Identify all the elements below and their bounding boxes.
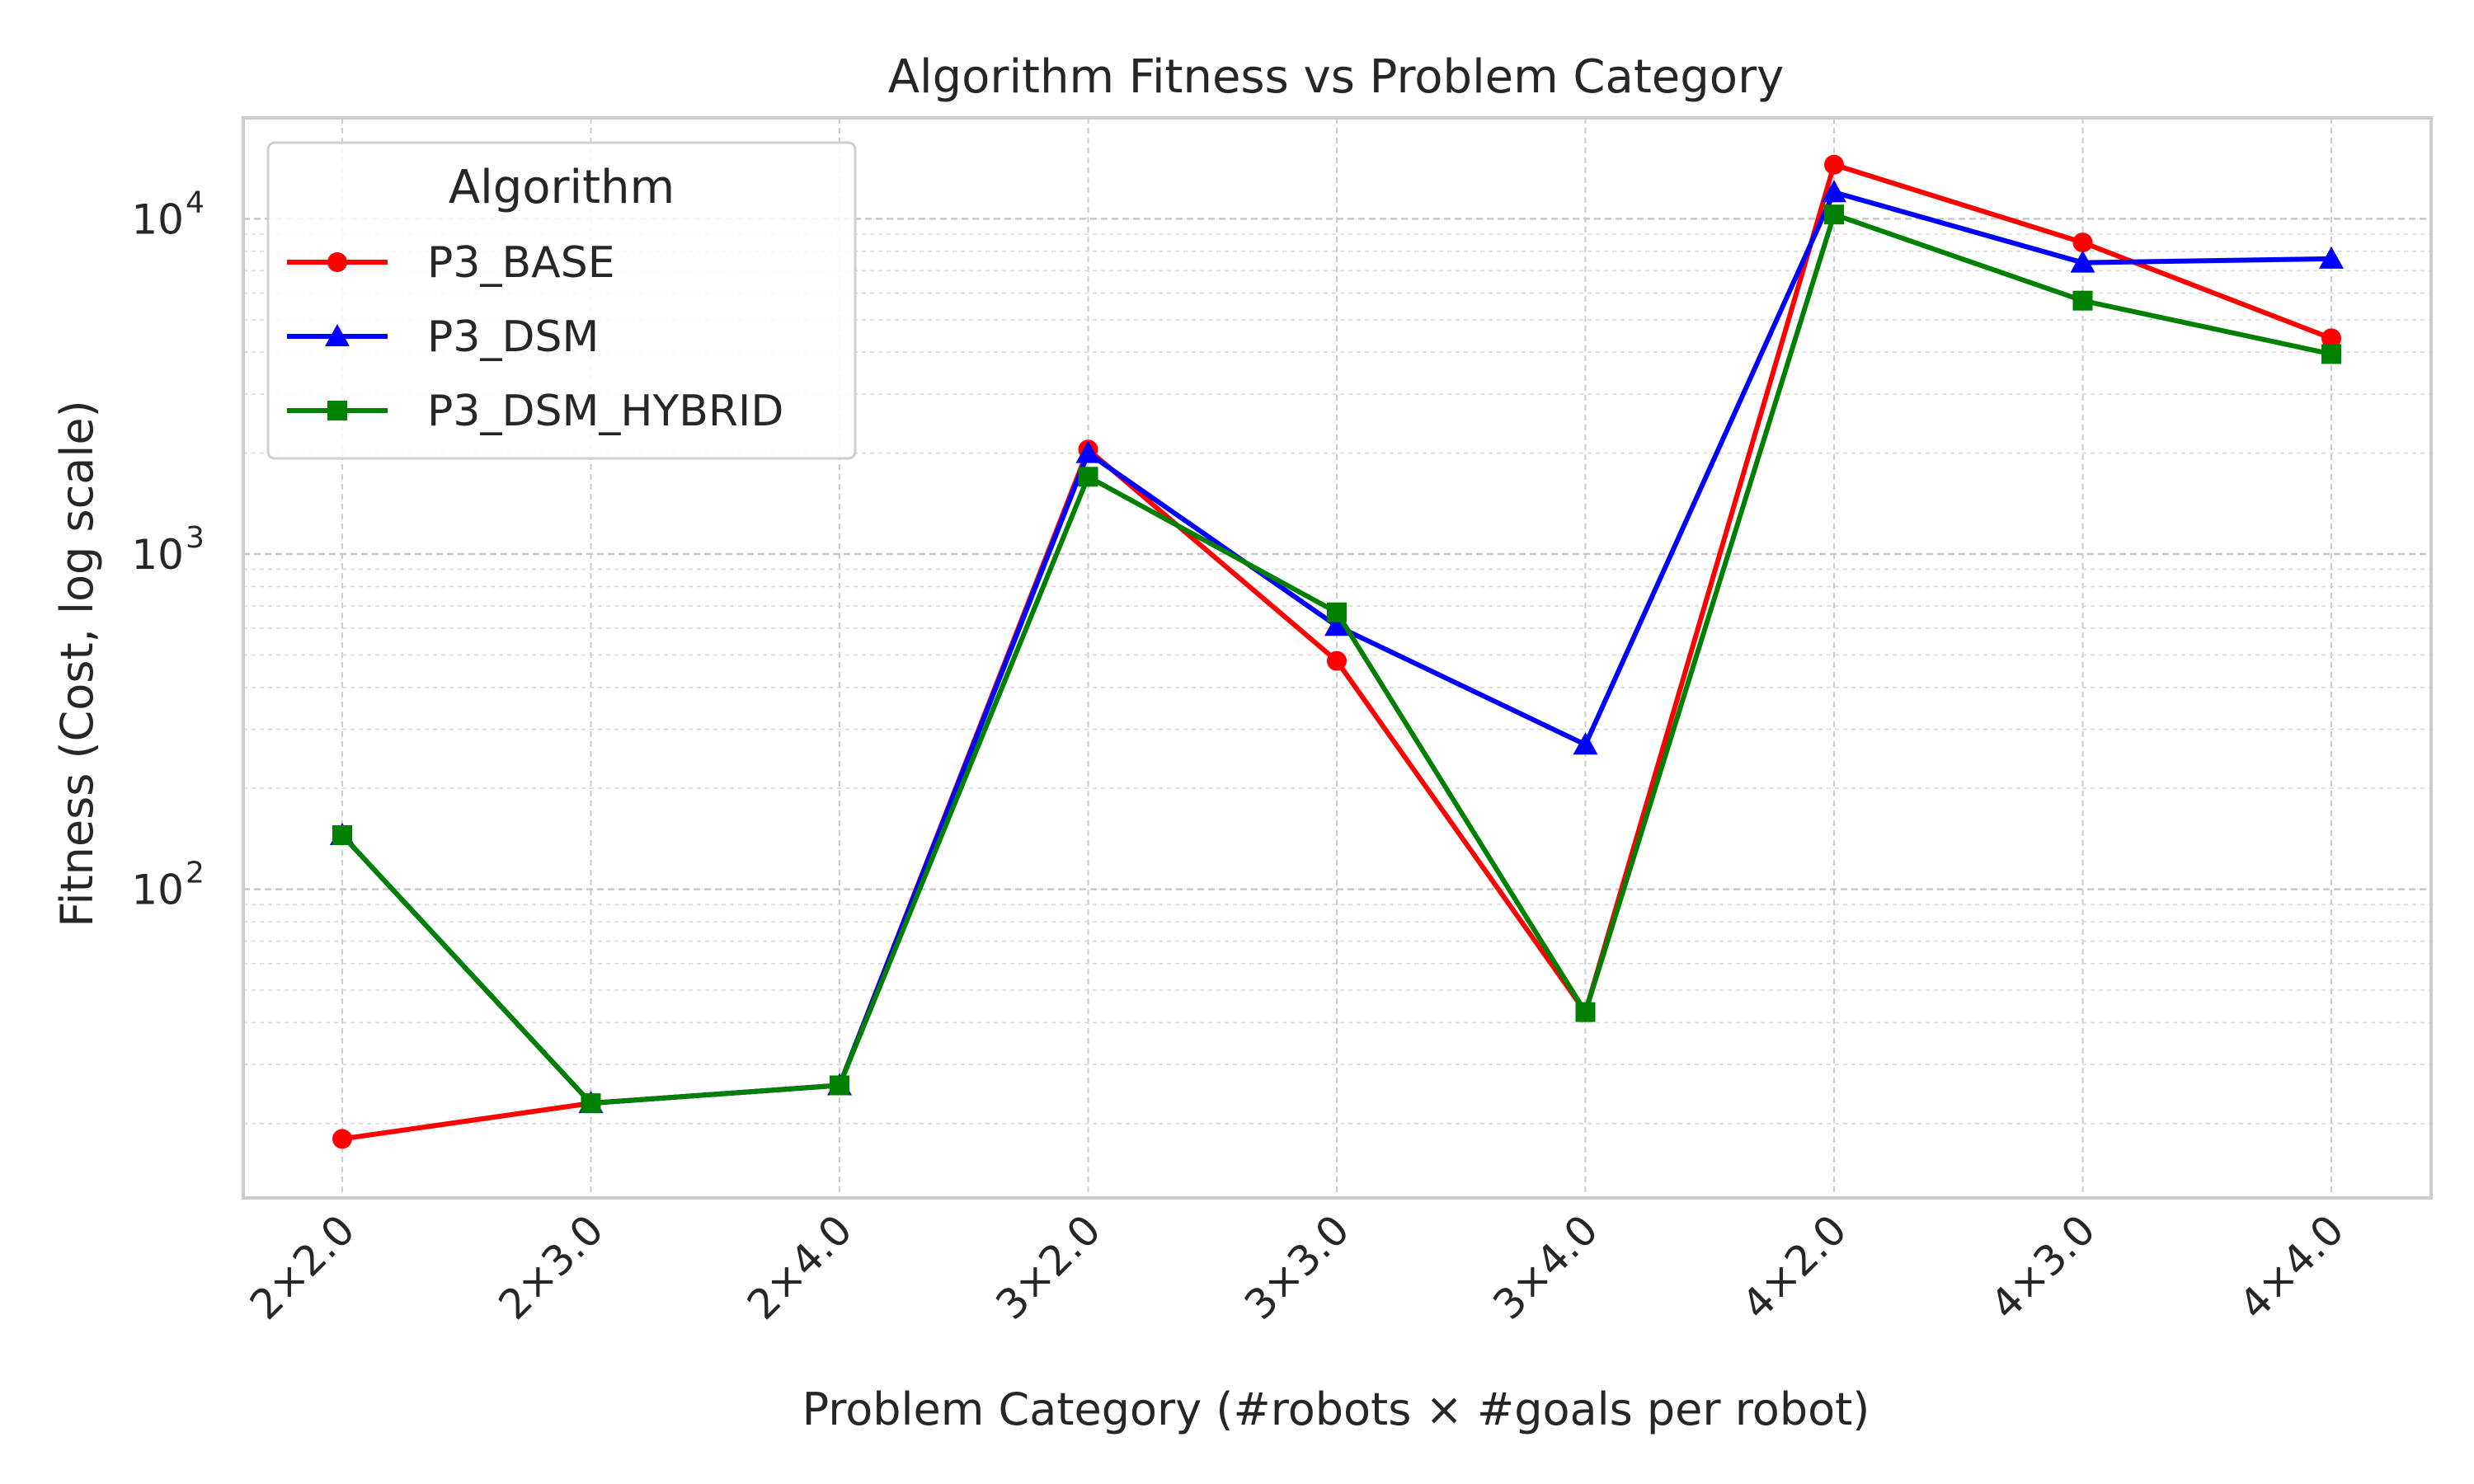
legend-entry: P3_BASE (287, 238, 615, 288)
chart-title: Algorithm Fitness vs Problem Category (888, 50, 1784, 104)
y-axis-label: Fitness (Cost, log scale) (51, 400, 103, 927)
legend-entry: P3_DSM_HYBRID (287, 387, 783, 436)
data-point (1078, 467, 1098, 487)
y-tick-label: 10 4 (131, 186, 205, 243)
legend: Algorithm P3_BASE P3_DSM P3_DSM_HYBRID (266, 141, 857, 460)
legend-marker (327, 401, 347, 420)
y-tick-exponent: 3 (186, 521, 205, 555)
data-point (1327, 602, 1347, 622)
legend-marker (325, 324, 350, 346)
data-point (1573, 732, 1598, 755)
y-tick-exponent: 4 (186, 186, 205, 219)
data-point (581, 1093, 601, 1114)
data-point (332, 1129, 352, 1149)
legend-label: P3_DSM (427, 312, 599, 362)
x-tick-label: 4×4.0 (2230, 1205, 2353, 1328)
legend-marker (327, 252, 347, 272)
data-point (1824, 154, 1844, 175)
y-tick-base: 10 (131, 195, 184, 243)
data-point (2072, 290, 2093, 311)
x-tick-label: 2×3.0 (490, 1205, 613, 1328)
data-point (1575, 1002, 1596, 1022)
data-point (332, 824, 352, 845)
y-tick-base: 10 (131, 531, 184, 579)
data-point (1822, 180, 1846, 203)
x-tick-label: 4×3.0 (1982, 1205, 2105, 1328)
data-point (2072, 232, 2093, 253)
plot-area-frame (242, 116, 2433, 1200)
x-axis-label: Problem Category (#robots × #goals per r… (802, 1383, 1870, 1435)
y-tick-exponent: 2 (186, 857, 205, 890)
x-tick-label: 2×4.0 (738, 1205, 861, 1328)
x-axis-ticks: 2×2.0 2×3.0 2×4.0 3×2.0 3×3.0 3×4.0 4×2.0 4×3.0… (241, 1205, 2353, 1328)
x-tick-label: 4×2.0 (1733, 1205, 1856, 1328)
x-tick-label: 3×4.0 (1484, 1205, 1607, 1328)
legend-entry: P3_DSM (287, 312, 599, 362)
data-point (1824, 204, 1844, 225)
data-point (1075, 440, 1101, 463)
y-tick-label: 10 2 (131, 857, 205, 914)
data-point (2070, 250, 2095, 273)
x-tick-label: 3×2.0 (987, 1205, 1110, 1328)
y-tick-label: 10 3 (131, 521, 205, 579)
x-tick-label: 2×2.0 (241, 1205, 364, 1328)
series-p3-dsm-hybrid (332, 204, 2341, 1114)
legend-label: P3_DSM_HYBRID (427, 387, 783, 436)
legend-entries: P3_BASE P3_DSM P3_DSM_HYBRID (287, 238, 783, 436)
data-point (1327, 650, 1347, 671)
x-tick-label: 3×3.0 (1235, 1205, 1358, 1328)
data-point (830, 1075, 849, 1096)
legend-box (266, 141, 857, 460)
legend-label: P3_BASE (427, 238, 615, 288)
legend-title: Algorithm (449, 161, 675, 214)
data-point (2321, 344, 2341, 364)
data-point (1324, 613, 1349, 636)
y-tick-base: 10 (131, 866, 184, 914)
data-point (2319, 246, 2344, 269)
series-layer (330, 154, 2344, 1149)
data-point (2321, 328, 2341, 349)
